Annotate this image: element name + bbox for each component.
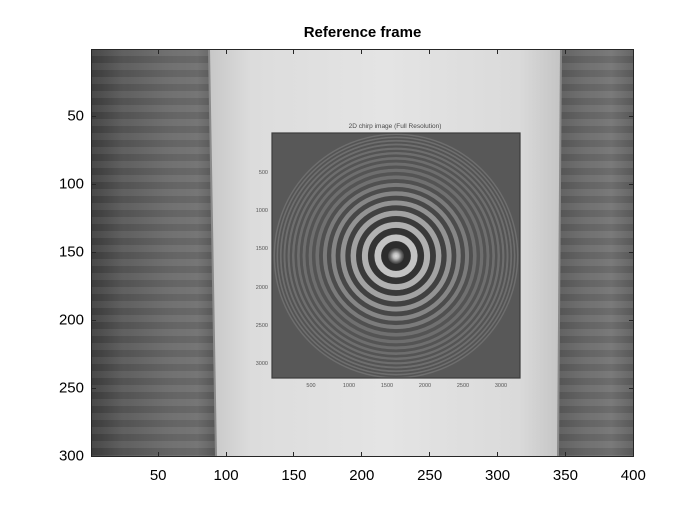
chirp-ring <box>287 147 505 365</box>
photo-y-ticks: 500 1000 1500 2000 2500 3000 <box>256 170 268 367</box>
chirp-ring <box>283 143 509 369</box>
chirp-ring <box>289 149 503 363</box>
photo-x-tick-label: 3000 <box>495 383 507 389</box>
chirp-ring <box>331 191 461 321</box>
chirp-ring <box>308 168 484 344</box>
y-tick-mark <box>629 387 634 389</box>
photo-x-tick-label: 2000 <box>419 383 431 389</box>
photo-y-tick-label: 2000 <box>256 285 268 291</box>
x-tick-mark <box>497 452 499 457</box>
x-tick-mark <box>293 49 295 54</box>
x-tick-label: 400 <box>620 467 646 484</box>
chirp-ring <box>345 205 447 307</box>
y-tick-label: 150 <box>58 243 84 261</box>
photo-x-tick-label: 1000 <box>343 383 355 389</box>
y-tick-mark <box>629 455 634 457</box>
chirp-ring <box>319 179 473 333</box>
chirp-ring <box>281 141 511 371</box>
x-tick-label: 250 <box>417 467 443 484</box>
x-tick-mark <box>361 49 363 54</box>
x-tick-mark <box>157 452 159 457</box>
x-tick-mark <box>361 452 363 457</box>
y-tick-mark <box>91 455 96 457</box>
x-tick-label: 150 <box>281 467 307 484</box>
y-tick-mark <box>629 115 634 117</box>
photo-y-tick-label: 500 <box>259 170 268 176</box>
y-tick-mark <box>629 319 634 321</box>
photo-y-tick-label: 2500 <box>256 323 268 329</box>
y-tick-mark <box>91 387 96 389</box>
chirp-center <box>388 248 404 264</box>
image-axes: 2D chirp image (Full Resolution) 500 1000… <box>91 49 634 457</box>
y-tick-label: 200 <box>58 311 84 329</box>
x-tick-label: 350 <box>552 467 578 484</box>
chirp-ring <box>356 216 436 296</box>
chirp-ring <box>350 210 442 302</box>
chirp-ring <box>326 186 466 326</box>
x-tick-mark <box>293 452 295 457</box>
x-tick-mark <box>564 49 566 54</box>
reference-image: 2D chirp image (Full Resolution) 500 1000… <box>91 49 634 457</box>
y-tick-mark <box>91 183 96 185</box>
chirp-ring <box>285 145 507 367</box>
x-tick-mark <box>564 452 566 457</box>
y-tick-mark <box>91 319 96 321</box>
chirp-ring <box>297 157 495 355</box>
y-tick-label: 100 <box>58 175 84 193</box>
x-tick-mark <box>225 49 227 54</box>
photographed-chirp-chart: 2D chirp image (Full Resolution) 500 1000… <box>256 123 521 389</box>
chirp-rings <box>273 133 519 378</box>
chirp-ring <box>335 195 457 317</box>
photo-y-tick-label: 1000 <box>256 208 268 214</box>
chirp-ring <box>368 228 424 284</box>
photo-y-tick-label: 3000 <box>256 361 268 367</box>
chirp-ring <box>322 182 470 330</box>
photo-chart-title: 2D chirp image (Full Resolution) <box>349 123 442 130</box>
chirp-ring <box>292 152 500 360</box>
photo-x-ticks: 500 1000 1500 2000 2500 3000 <box>306 383 507 389</box>
photo-x-tick-label: 500 <box>306 383 315 389</box>
x-tick-mark <box>157 49 159 54</box>
x-tick-label: 200 <box>349 467 375 484</box>
chirp-ring <box>299 159 493 353</box>
y-tick-mark <box>91 251 96 253</box>
y-tick-label: 300 <box>58 447 84 465</box>
photo-y-tick-label: 1500 <box>256 246 268 252</box>
chirp-ring <box>315 175 477 337</box>
y-tick-mark <box>91 115 96 117</box>
x-tick-mark <box>632 452 634 457</box>
x-tick-mark <box>429 49 431 54</box>
chirp-ring <box>275 135 517 377</box>
x-tick-mark <box>429 452 431 457</box>
chirp-ring <box>279 139 513 373</box>
figure-title: Reference frame <box>303 24 422 41</box>
chirp-ring <box>361 221 431 291</box>
y-tick-label: 50 <box>67 107 84 125</box>
x-tick-mark <box>225 452 227 457</box>
chirp-panel-border <box>271 132 521 379</box>
chirp-ring <box>374 234 418 278</box>
y-tick-mark <box>629 251 634 253</box>
y-tick-mark <box>629 183 634 185</box>
chirp-ring <box>381 241 411 271</box>
chirp-ring <box>276 136 516 376</box>
chirp-ring <box>302 162 490 350</box>
x-tick-label: 100 <box>213 467 239 484</box>
chirp-ring <box>311 171 481 341</box>
x-tick-label: 300 <box>485 467 511 484</box>
photo-x-tick-label: 1500 <box>381 383 393 389</box>
chirp-ring <box>340 200 452 312</box>
x-tick-label: 50 <box>149 467 167 484</box>
y-tick-label: 250 <box>58 379 84 397</box>
x-tick-mark <box>632 49 634 54</box>
chirp-ring <box>278 138 514 374</box>
chirp-ring <box>305 165 487 347</box>
photo-x-tick-label: 2500 <box>457 383 469 389</box>
x-tick-mark <box>497 49 499 54</box>
chirp-ring <box>294 154 498 358</box>
